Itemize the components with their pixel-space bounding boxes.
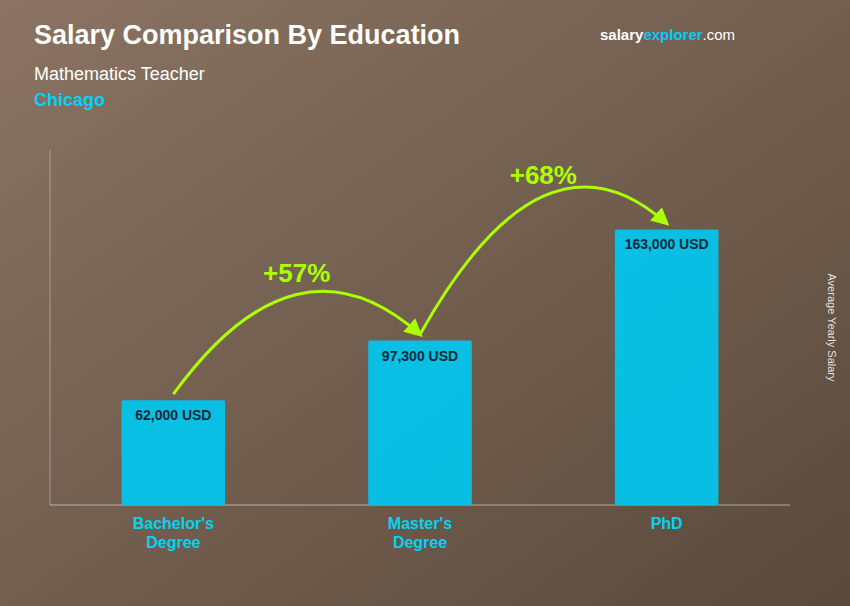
category-label: Bachelor'sDegree [133,515,214,551]
category-label: PhD [651,515,683,532]
bars [122,229,719,505]
source-part: explorer [643,26,702,43]
category-label: Master'sDegree [388,515,452,551]
data-label: 97,300 USD [382,348,458,364]
annotation: +68% [510,160,577,190]
source-part: .com [703,26,736,43]
background [0,0,850,606]
source-part: salary [600,26,644,43]
growth-arrow [173,291,420,394]
y-axis-label: Average Yearly Salary [826,273,838,382]
bar [122,400,226,505]
source: salaryexplorer.com [600,26,735,43]
chart: Salary Comparison By Education Mathematic… [0,0,850,606]
bar [615,229,719,505]
growth-arrow [420,187,667,335]
y-axis-line [50,150,51,505]
subtitle: Mathematics Teacher [34,64,205,84]
city: Chicago [34,90,105,110]
chart-container: Salary Comparison By Education Mathematic… [0,0,850,606]
data-label: 163,000 USD [625,236,709,252]
bar [368,341,472,505]
annotation: +57% [263,258,330,288]
data-label: 62,000 USD [135,407,211,423]
title: Salary Comparison By Education [34,20,460,50]
